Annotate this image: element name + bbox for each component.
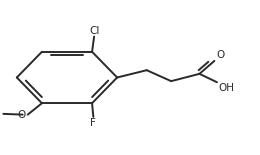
Text: OH: OH	[218, 82, 234, 93]
Text: O: O	[216, 50, 225, 60]
Text: Cl: Cl	[89, 26, 99, 36]
Text: O: O	[17, 110, 26, 120]
Text: F: F	[90, 118, 96, 128]
